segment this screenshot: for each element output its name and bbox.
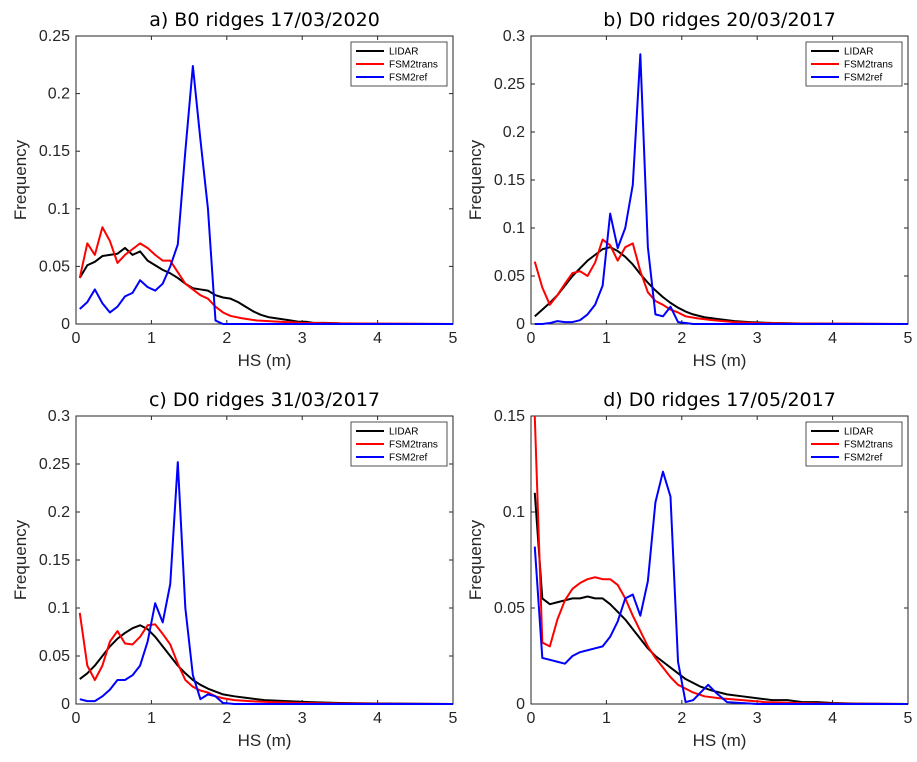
y-tick-label: 0.05 xyxy=(494,268,525,285)
chart-title: c) D0 ridges 31/03/2017 xyxy=(149,389,380,411)
y-tick-label: 0.25 xyxy=(494,76,525,93)
y-axis-label: Frequency xyxy=(466,519,485,600)
y-tick-label: 0.15 xyxy=(39,143,70,160)
series-line-fsm2ref xyxy=(79,461,453,705)
y-tick-label: 0 xyxy=(516,696,525,713)
x-tick-label: 5 xyxy=(904,330,913,347)
x-tick-label: 0 xyxy=(72,710,81,727)
legend-label-lidar: LIDAR xyxy=(844,47,873,58)
series-line-lidar xyxy=(78,246,454,325)
x-axis-label: HS (m) xyxy=(238,731,292,750)
legend-label-fsm2ref: FSM2ref xyxy=(389,453,428,464)
x-axis-label: HS (m) xyxy=(693,731,747,750)
y-tick-label: 0.15 xyxy=(39,552,70,569)
x-tick-label: 4 xyxy=(828,710,837,727)
legend-label-lidar: LIDAR xyxy=(389,427,418,438)
y-tick-label: 0.25 xyxy=(39,28,70,45)
x-tick-label: 2 xyxy=(677,330,686,347)
y-tick-label: 0.25 xyxy=(39,456,70,473)
legend: LIDAR FSM2trans FSM2ref xyxy=(350,421,448,467)
y-tick-label: 0 xyxy=(516,316,525,333)
y-axis-label: Frequency xyxy=(11,139,30,220)
y-tick-label: 0.1 xyxy=(503,504,525,521)
chart-title: a) B0 ridges 17/03/2020 xyxy=(149,9,380,31)
x-tick-label: 4 xyxy=(373,330,382,347)
x-tick-label: 3 xyxy=(298,710,307,727)
x-axis-label: HS (m) xyxy=(693,351,747,370)
x-tick-label: 3 xyxy=(298,330,307,347)
series-line-fsm2trans xyxy=(78,612,454,705)
x-tick-label: 0 xyxy=(527,710,536,727)
x-tick-label: 4 xyxy=(373,710,382,727)
legend-label-fsm2ref: FSM2ref xyxy=(389,73,428,84)
series-line-lidar xyxy=(533,492,909,705)
y-tick-label: 0 xyxy=(61,696,70,713)
y-tick-label: 0.1 xyxy=(48,201,70,218)
series-line-lidar xyxy=(79,624,454,705)
series-line-fsm2trans xyxy=(78,226,454,325)
x-tick-label: 0 xyxy=(72,330,81,347)
y-tick-label: 0.2 xyxy=(503,124,525,141)
x-tick-label: 2 xyxy=(222,710,231,727)
x-tick-label: 0 xyxy=(527,330,536,347)
chart-panel-1: 0 1 2 3 4 5 0 0.05 0.1 0.15 0.2 0.25 a) B0 ridges 17… xyxy=(11,9,458,370)
chart-panel-2: 0 1 2 3 4 5 0 0.05 0.1 0.15 0.2 0.25 0.3 b) D0 ridges… xyxy=(466,9,913,370)
x-tick-label: 1 xyxy=(602,710,611,727)
y-axis-label: Frequency xyxy=(466,139,485,220)
y-tick-label: 0.2 xyxy=(48,504,70,521)
x-tick-label: 2 xyxy=(677,710,686,727)
y-axis-label: Frequency xyxy=(11,519,30,600)
chart-panel-4: 0 1 2 3 4 5 0 0.05 0.1 0.15 d) D0 ridges 17/05/201… xyxy=(466,389,913,750)
legend: LIDAR FSM2trans FSM2ref xyxy=(805,41,903,87)
y-tick-label: 0.05 xyxy=(39,258,70,275)
x-tick-label: 5 xyxy=(904,710,913,727)
y-tick-label: 0.3 xyxy=(48,408,70,425)
x-tick-label: 5 xyxy=(449,710,458,727)
x-tick-label: 2 xyxy=(222,330,231,347)
y-tick-label: 0.15 xyxy=(494,172,525,189)
y-tick-label: 0 xyxy=(61,316,70,333)
y-tick-label: 0.3 xyxy=(503,28,525,45)
plot-area xyxy=(530,415,909,705)
legend: LIDAR FSM2trans FSM2ref xyxy=(350,41,448,87)
legend-label-fsm2trans: FSM2trans xyxy=(844,440,893,451)
series-line-fsm2ref xyxy=(534,53,908,325)
chart-title: d) D0 ridges 17/05/2017 xyxy=(603,389,836,411)
x-tick-label: 1 xyxy=(602,330,611,347)
series-line-fsm2ref xyxy=(533,470,908,705)
legend-label-fsm2trans: FSM2trans xyxy=(844,60,893,71)
y-tick-label: 0.05 xyxy=(494,600,525,617)
y-tick-label: 0.05 xyxy=(39,648,70,665)
x-tick-label: 3 xyxy=(753,710,762,727)
x-tick-label: 5 xyxy=(449,330,458,347)
series-line-fsm2trans xyxy=(533,238,909,325)
y-tick-label: 0.15 xyxy=(494,408,525,425)
legend-label-lidar: LIDAR xyxy=(389,47,418,58)
legend-label-fsm2ref: FSM2ref xyxy=(844,453,883,464)
legend: LIDAR FSM2trans FSM2ref xyxy=(805,421,903,467)
x-tick-label: 3 xyxy=(753,330,762,347)
x-tick-label: 4 xyxy=(828,330,837,347)
legend-label-fsm2ref: FSM2ref xyxy=(844,73,883,84)
y-tick-label: 0.2 xyxy=(48,86,70,103)
x-axis-label: HS (m) xyxy=(238,351,292,370)
series-line-fsm2trans xyxy=(533,415,909,705)
chart-title: b) D0 ridges 20/03/2017 xyxy=(603,9,836,31)
y-tick-label: 0.1 xyxy=(48,600,70,617)
y-tick-label: 0.1 xyxy=(503,220,525,237)
legend-label-lidar: LIDAR xyxy=(844,427,873,438)
legend-label-fsm2trans: FSM2trans xyxy=(389,60,438,71)
x-tick-label: 1 xyxy=(147,330,156,347)
x-tick-label: 1 xyxy=(147,710,156,727)
series-line-fsm2ref xyxy=(79,64,453,325)
chart-panel-3: 0 1 2 3 4 5 0 0.05 0.1 0.15 0.2 0.25 0.3 c) D0 ridges… xyxy=(11,389,458,750)
legend-label-fsm2trans: FSM2trans xyxy=(389,440,438,451)
